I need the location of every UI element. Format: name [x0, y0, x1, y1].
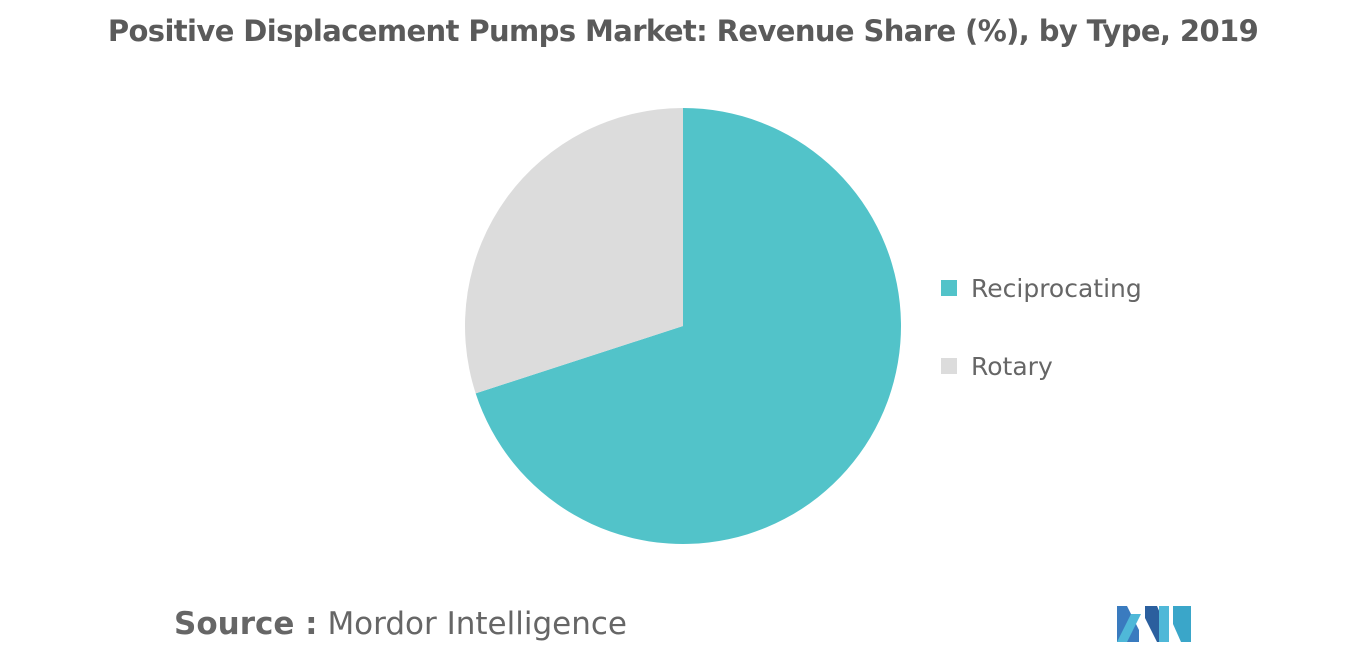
source-value: Mordor Intelligence: [327, 606, 627, 642]
legend-swatch-rotary: [941, 358, 957, 374]
legend-label-reciprocating: Reciprocating: [971, 273, 1142, 303]
legend-label-rotary: Rotary: [971, 351, 1053, 381]
source-note: Source : Mordor Intelligence: [174, 606, 627, 642]
pie-slices: [465, 108, 901, 544]
source-label: Source :: [174, 606, 318, 642]
legend-item-reciprocating[interactable]: Reciprocating: [941, 268, 1142, 308]
chart-legend: Reciprocating Rotary: [941, 268, 1142, 424]
pie-slice-reciprocating[interactable]: [475, 108, 901, 544]
mordor-intelligence-logo-icon: [1117, 606, 1191, 642]
legend-swatch-reciprocating: [941, 280, 957, 296]
chart-title: Positive Displacement Pumps Market: Reve…: [107, 14, 1259, 48]
legend-item-rotary[interactable]: Rotary: [941, 346, 1142, 386]
pie-slice-rotary[interactable]: [465, 108, 683, 394]
